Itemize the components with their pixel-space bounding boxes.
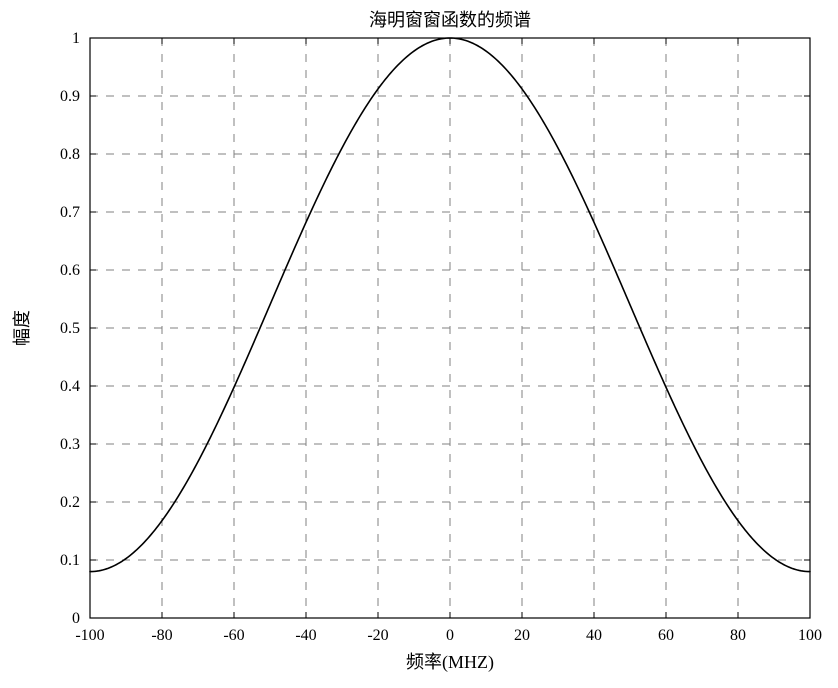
x-tick-label: -80 bbox=[151, 627, 172, 644]
y-tick-label: 0 bbox=[72, 610, 80, 627]
plot-area bbox=[90, 38, 810, 618]
y-tick-labels: 0 0.1 0.2 0.3 0.4 0.5 0.6 0.7 0.8 0.9 1 bbox=[60, 30, 80, 627]
chart-title: 海明窗窗函数的频谱 bbox=[369, 10, 531, 30]
x-tick-labels: -100 -80 -60 -40 -20 0 20 40 60 80 100 bbox=[75, 627, 822, 644]
x-tick-label: -40 bbox=[295, 627, 316, 644]
x-tick-label: 100 bbox=[798, 627, 822, 644]
y-tick-label: 1 bbox=[72, 30, 80, 47]
x-tick-label: -60 bbox=[223, 627, 244, 644]
y-tick-label: 0.4 bbox=[60, 378, 80, 395]
x-tick-label: 40 bbox=[586, 627, 602, 644]
y-tick-label: 0.2 bbox=[60, 494, 80, 511]
y-tick-label: 0.6 bbox=[60, 262, 80, 279]
x-tick-label: -100 bbox=[75, 627, 104, 644]
y-axis-label: 幅度 bbox=[12, 310, 32, 346]
y-tick-label: 0.3 bbox=[60, 436, 80, 453]
y-tick-label: 0.1 bbox=[60, 552, 80, 569]
y-tick-label: 0.8 bbox=[60, 146, 80, 163]
x-tick-label: 20 bbox=[514, 627, 530, 644]
hamming-spectrum-chart: 海明窗窗函数的频谱 -100 -80 -60 -40 -20 0 20 40 60 80 100 0… bbox=[0, 0, 838, 688]
x-axis-label: 频率(MHZ) bbox=[406, 652, 494, 673]
x-tick-label: 80 bbox=[730, 627, 746, 644]
x-tick-label: 0 bbox=[446, 627, 454, 644]
y-tick-label: 0.5 bbox=[60, 320, 80, 337]
y-tick-label: 0.9 bbox=[60, 88, 80, 105]
x-tick-label: -20 bbox=[367, 627, 388, 644]
y-tick-label: 0.7 bbox=[60, 204, 80, 221]
x-tick-label: 60 bbox=[658, 627, 674, 644]
